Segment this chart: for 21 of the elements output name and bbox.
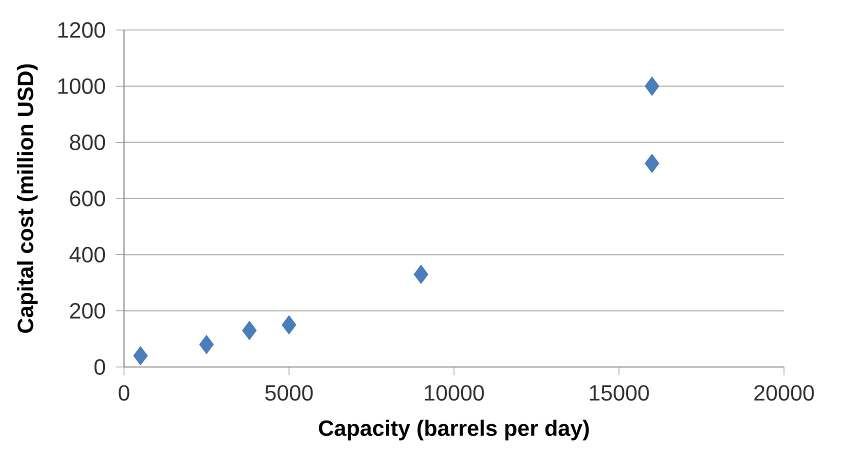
point [133,346,148,366]
y-tick-label: 400 [70,246,106,263]
x-tick-label: 10000 [424,385,484,401]
y-tick-label: 200 [70,303,106,319]
x-tick-label: 0 [118,385,130,401]
point [282,315,296,334]
x-axis-title: Capacity (barrels per day) [318,420,589,440]
point [199,335,214,354]
point [242,321,257,340]
point [644,154,660,173]
x-tick-label: 15000 [590,385,649,401]
point [414,264,428,284]
y-axis-title: Capital cost (million USD) [17,64,38,333]
y-tick-label: 800 [70,134,106,150]
y-tick-label: 1200 [58,22,106,38]
y-tick-label: 1000 [58,78,106,94]
x-tick-label: 20000 [754,385,814,401]
y-tick-label: 600 [70,190,106,206]
x-tick-label: 5000 [265,385,313,401]
y-tick-label: 0 [94,359,106,375]
point [644,76,660,96]
